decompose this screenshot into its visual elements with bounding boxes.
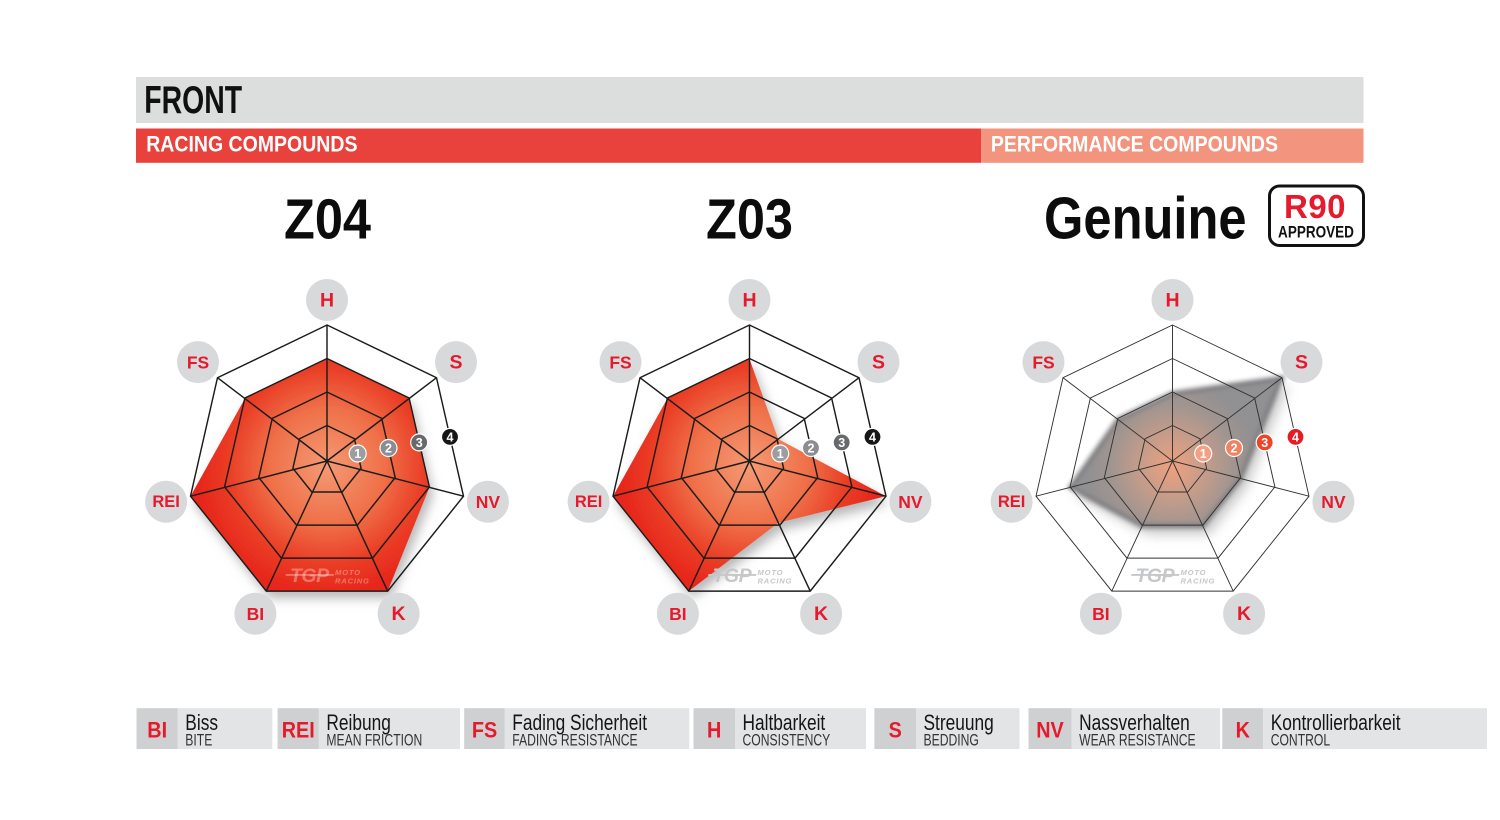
- svg-text:NV: NV: [898, 492, 923, 512]
- svg-text:Genuine: Genuine: [1044, 185, 1247, 252]
- svg-text:4: 4: [447, 431, 454, 445]
- svg-text:BITE: BITE: [185, 731, 212, 749]
- svg-text:H: H: [1165, 290, 1179, 312]
- svg-text:BI: BI: [669, 604, 687, 624]
- svg-text:BI: BI: [147, 718, 167, 742]
- svg-text:FRONT: FRONT: [144, 78, 242, 122]
- svg-text:FS: FS: [472, 718, 497, 742]
- svg-text:1: 1: [354, 447, 361, 461]
- svg-text:K: K: [814, 603, 828, 625]
- svg-text:2: 2: [385, 442, 392, 456]
- svg-text:NV: NV: [476, 492, 501, 512]
- svg-text:H: H: [320, 290, 334, 312]
- svg-text:Fading Sicherheit: Fading Sicherheit: [512, 711, 647, 736]
- svg-text:MOTO: MOTO: [335, 568, 361, 577]
- svg-text:RACING: RACING: [1181, 577, 1216, 586]
- svg-text:FS: FS: [609, 353, 631, 373]
- svg-text:K: K: [392, 603, 406, 625]
- svg-text:S: S: [1295, 352, 1308, 374]
- svg-text:FS: FS: [187, 353, 209, 373]
- svg-text:4: 4: [869, 431, 876, 445]
- svg-text:WEAR RESISTANCE: WEAR RESISTANCE: [1079, 731, 1196, 749]
- svg-text:1: 1: [777, 447, 784, 461]
- svg-text:BI: BI: [1092, 604, 1110, 624]
- svg-text:K: K: [1237, 603, 1251, 625]
- svg-text:H: H: [742, 290, 756, 312]
- svg-text:1: 1: [1200, 447, 1207, 461]
- svg-text:TGP: TGP: [1136, 565, 1176, 587]
- svg-text:H: H: [707, 718, 721, 742]
- svg-text:REI: REI: [575, 493, 603, 511]
- svg-text:BEDDING: BEDDING: [924, 731, 979, 749]
- svg-text:S: S: [889, 718, 902, 742]
- svg-text:Z03: Z03: [706, 188, 793, 252]
- svg-text:Z04: Z04: [284, 188, 371, 252]
- svg-text:REI: REI: [998, 493, 1026, 511]
- svg-text:APPROVED: APPROVED: [1278, 223, 1354, 242]
- svg-text:FADING RESISTANCE: FADING RESISTANCE: [512, 731, 637, 749]
- svg-text:BI: BI: [247, 604, 265, 624]
- svg-text:MEAN FRICTION: MEAN FRICTION: [326, 731, 422, 749]
- svg-text:Haltbarkeit: Haltbarkeit: [743, 711, 826, 736]
- svg-text:RACING: RACING: [335, 577, 370, 586]
- svg-text:TGP: TGP: [713, 565, 753, 587]
- svg-text:Reibung: Reibung: [326, 711, 390, 736]
- svg-text:2: 2: [808, 442, 815, 456]
- svg-text:NV: NV: [1321, 492, 1346, 512]
- svg-text:3: 3: [1261, 436, 1268, 450]
- svg-text:K: K: [1236, 718, 1250, 742]
- svg-text:PERFORMANCE COMPOUNDS: PERFORMANCE COMPOUNDS: [991, 133, 1278, 157]
- svg-text:CONSISTENCY: CONSISTENCY: [743, 731, 831, 749]
- svg-text:NV: NV: [1036, 718, 1064, 742]
- svg-text:Kontrollierbarkeit: Kontrollierbarkeit: [1271, 711, 1401, 736]
- svg-text:MOTO: MOTO: [1181, 568, 1207, 577]
- svg-text:S: S: [449, 352, 462, 374]
- svg-text:4: 4: [1292, 431, 1299, 445]
- svg-text:S: S: [872, 352, 885, 374]
- svg-text:R90: R90: [1284, 188, 1346, 225]
- svg-text:Biss: Biss: [185, 711, 218, 736]
- svg-text:RACING COMPOUNDS: RACING COMPOUNDS: [146, 133, 357, 157]
- svg-text:FS: FS: [1032, 353, 1054, 373]
- svg-text:RACING: RACING: [758, 577, 793, 586]
- svg-text:2: 2: [1231, 442, 1238, 456]
- svg-text:Streuung: Streuung: [924, 711, 994, 736]
- svg-text:3: 3: [838, 436, 845, 450]
- svg-text:Nassverhalten: Nassverhalten: [1079, 711, 1190, 736]
- svg-text:CONTROL: CONTROL: [1271, 731, 1330, 749]
- svg-text:REI: REI: [282, 718, 315, 742]
- svg-text:3: 3: [416, 436, 423, 450]
- svg-text:TGP: TGP: [290, 565, 330, 587]
- svg-text:REI: REI: [152, 493, 180, 511]
- svg-text:MOTO: MOTO: [758, 568, 784, 577]
